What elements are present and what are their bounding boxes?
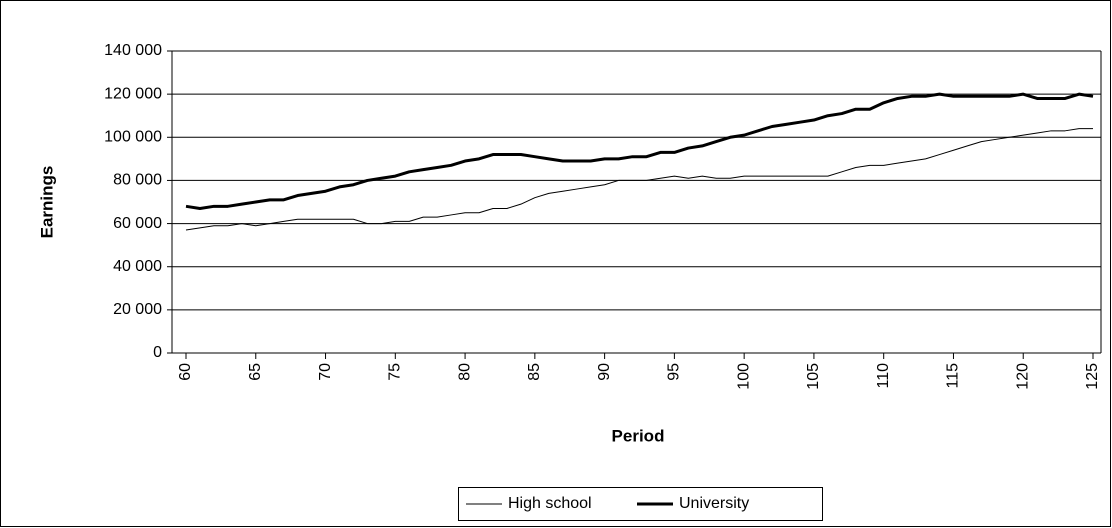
x-tick-label: 65: [247, 363, 264, 381]
y-tick-label: 140 000: [104, 42, 162, 59]
x-tick-label: 85: [526, 363, 543, 381]
x-tick-label: 110: [875, 363, 892, 389]
y-tick-label: 20 000: [113, 301, 162, 318]
x-tick-label: 70: [317, 363, 334, 381]
series-line: [185, 128, 1093, 231]
y-tick-label: 80 000: [113, 172, 162, 189]
series-line: [185, 92, 1094, 210]
y-tick-label: 120 000: [104, 85, 162, 102]
x-tick-label: 115: [945, 363, 962, 389]
x-tick-label: 75: [387, 363, 404, 381]
y-axis-label: Earnings: [37, 166, 56, 239]
x-tick-label: 95: [666, 363, 683, 381]
y-tick-label: 60 000: [113, 215, 162, 232]
x-tick-label: 120: [1014, 363, 1031, 390]
legend-label: University: [679, 495, 749, 512]
x-tick-label: 105: [805, 363, 822, 390]
x-tick-label: 90: [596, 363, 613, 381]
x-tick-label: 80: [456, 363, 473, 381]
x-tick-label: 100: [735, 363, 752, 390]
y-tick-label: 100 000: [104, 129, 162, 146]
x-axis-label: Period: [612, 426, 665, 445]
x-tick-label: 60: [177, 363, 194, 381]
y-tick-label: 40 000: [113, 258, 162, 275]
y-tick-label: 0: [153, 344, 162, 361]
legend-label: High school: [508, 495, 592, 512]
x-tick-label: 125: [1084, 363, 1101, 390]
